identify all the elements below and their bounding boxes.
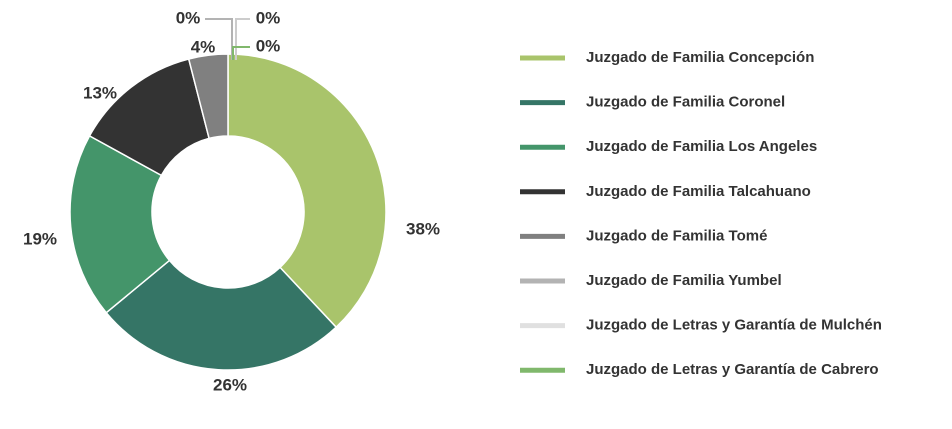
- data-label: 19%: [23, 229, 57, 248]
- data-label: 0%: [256, 36, 281, 55]
- legend-label: Juzgado de Familia Talcahuano: [586, 183, 811, 200]
- data-label: 4%: [191, 37, 216, 56]
- legend-label: Juzgado de Familia Concepción: [586, 49, 814, 66]
- slice: [187, 53, 229, 140]
- leader-line: [232, 46, 250, 60]
- slice: [227, 53, 387, 329]
- legend-label: Juzgado de Familia Los Angeles: [586, 138, 817, 155]
- data-label: 26%: [213, 375, 247, 394]
- slice: [69, 134, 171, 314]
- data-label: 0%: [176, 8, 201, 27]
- legend-label: Juzgado de Familia Coronel: [586, 94, 785, 111]
- legend-label: Juzgado de Familia Tomé: [586, 227, 767, 244]
- data-label: 13%: [83, 83, 117, 102]
- data-label: 38%: [406, 219, 440, 238]
- legend-label: Juzgado de Letras y Garantía de Mulchén: [586, 317, 882, 334]
- legend-label: Juzgado de Letras y Garantía de Cabrero: [586, 361, 879, 378]
- slice: [105, 259, 338, 371]
- legend-label: Juzgado de Familia Yumbel: [586, 272, 782, 289]
- data-label: 0%: [256, 8, 281, 27]
